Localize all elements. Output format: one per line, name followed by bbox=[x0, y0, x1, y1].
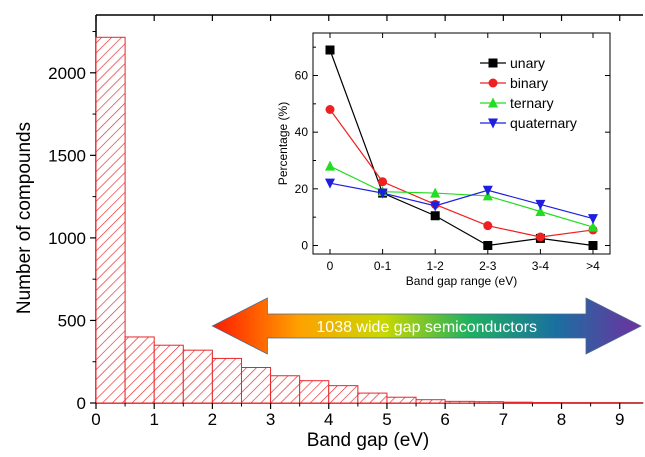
y-tick-label: 500 bbox=[58, 311, 86, 330]
y-tick-label: 2000 bbox=[48, 64, 86, 83]
x-tick-label: 5 bbox=[382, 410, 391, 429]
y-tick-label: 0 bbox=[77, 394, 86, 413]
inset-x-axis-label: Band gap range (eV) bbox=[406, 274, 517, 288]
legend-label: quaternary bbox=[510, 115, 577, 131]
y-axis-label: Number of compounds bbox=[14, 122, 35, 314]
data-point-square bbox=[483, 241, 492, 250]
data-point-circle bbox=[536, 233, 545, 242]
x-tick-label: 4 bbox=[324, 410, 333, 429]
x-tick-label: 2 bbox=[208, 410, 217, 429]
inset-y-axis-label: Percentage (%) bbox=[276, 102, 290, 185]
inset-x-tick-label: 1-2 bbox=[427, 259, 445, 273]
histogram-bar bbox=[474, 402, 503, 403]
inset-chart: 0 0-1 1-2 2-3 3-4 >4 0 20 40 60 unary binary ternar… bbox=[276, 33, 610, 288]
x-tick-label: 9 bbox=[615, 410, 624, 429]
data-point-circle bbox=[378, 177, 387, 186]
inset-x-tick-label: 3-4 bbox=[532, 259, 550, 273]
data-point-square bbox=[589, 241, 598, 250]
arrow-annotation-text: 1038 wide gap semiconductors bbox=[316, 319, 537, 336]
legend-label: unary bbox=[510, 55, 545, 71]
histogram-bar bbox=[212, 358, 241, 403]
x-axis-label: Band gap (eV) bbox=[307, 430, 430, 451]
inset-x-tick-label: 0-1 bbox=[374, 259, 392, 273]
histogram-bar bbox=[154, 345, 183, 403]
histogram-bar bbox=[96, 37, 125, 403]
inset-frame bbox=[313, 33, 610, 254]
histogram-bar bbox=[125, 337, 154, 403]
histogram-bar bbox=[271, 376, 300, 403]
legend-label: binary bbox=[510, 75, 548, 91]
inset-x-tick-label: 0 bbox=[327, 259, 334, 273]
inset-y-tick-label: 20 bbox=[295, 182, 309, 196]
data-point-circle bbox=[489, 79, 498, 88]
histogram-bar bbox=[329, 386, 358, 403]
histogram-bar bbox=[503, 402, 532, 403]
x-tick-label: 3 bbox=[266, 410, 275, 429]
histogram-bar bbox=[416, 400, 445, 403]
inset-x-tick-label: >4 bbox=[586, 259, 600, 273]
x-tick-label: 7 bbox=[499, 410, 508, 429]
x-tick-label: 0 bbox=[91, 410, 100, 429]
data-point-circle bbox=[483, 221, 492, 230]
y-tick-label: 1000 bbox=[48, 229, 86, 248]
x-tick-label: 6 bbox=[440, 410, 449, 429]
inset-y-tick-label: 0 bbox=[301, 239, 308, 253]
histogram-bar bbox=[183, 350, 212, 403]
data-point-circle bbox=[326, 105, 335, 114]
y-tick-label: 1500 bbox=[48, 146, 86, 165]
data-point-square bbox=[431, 211, 440, 220]
histogram-bar bbox=[241, 368, 270, 403]
histogram-bar bbox=[300, 381, 329, 403]
histogram-bar bbox=[445, 401, 474, 403]
histogram-bar bbox=[358, 393, 387, 403]
histogram-bar bbox=[387, 397, 416, 403]
data-point-square bbox=[489, 59, 498, 68]
inset-y-tick-label: 60 bbox=[295, 69, 309, 83]
wide-gap-arrow: 1038 wide gap semiconductors bbox=[212, 298, 641, 354]
legend-label: ternary bbox=[510, 95, 554, 111]
x-tick-label: 8 bbox=[557, 410, 566, 429]
x-tick-label: 1 bbox=[149, 410, 158, 429]
inset-x-tick-label: 2-3 bbox=[479, 259, 497, 273]
inset-y-tick-label: 40 bbox=[295, 125, 309, 139]
data-point-square bbox=[326, 46, 335, 55]
